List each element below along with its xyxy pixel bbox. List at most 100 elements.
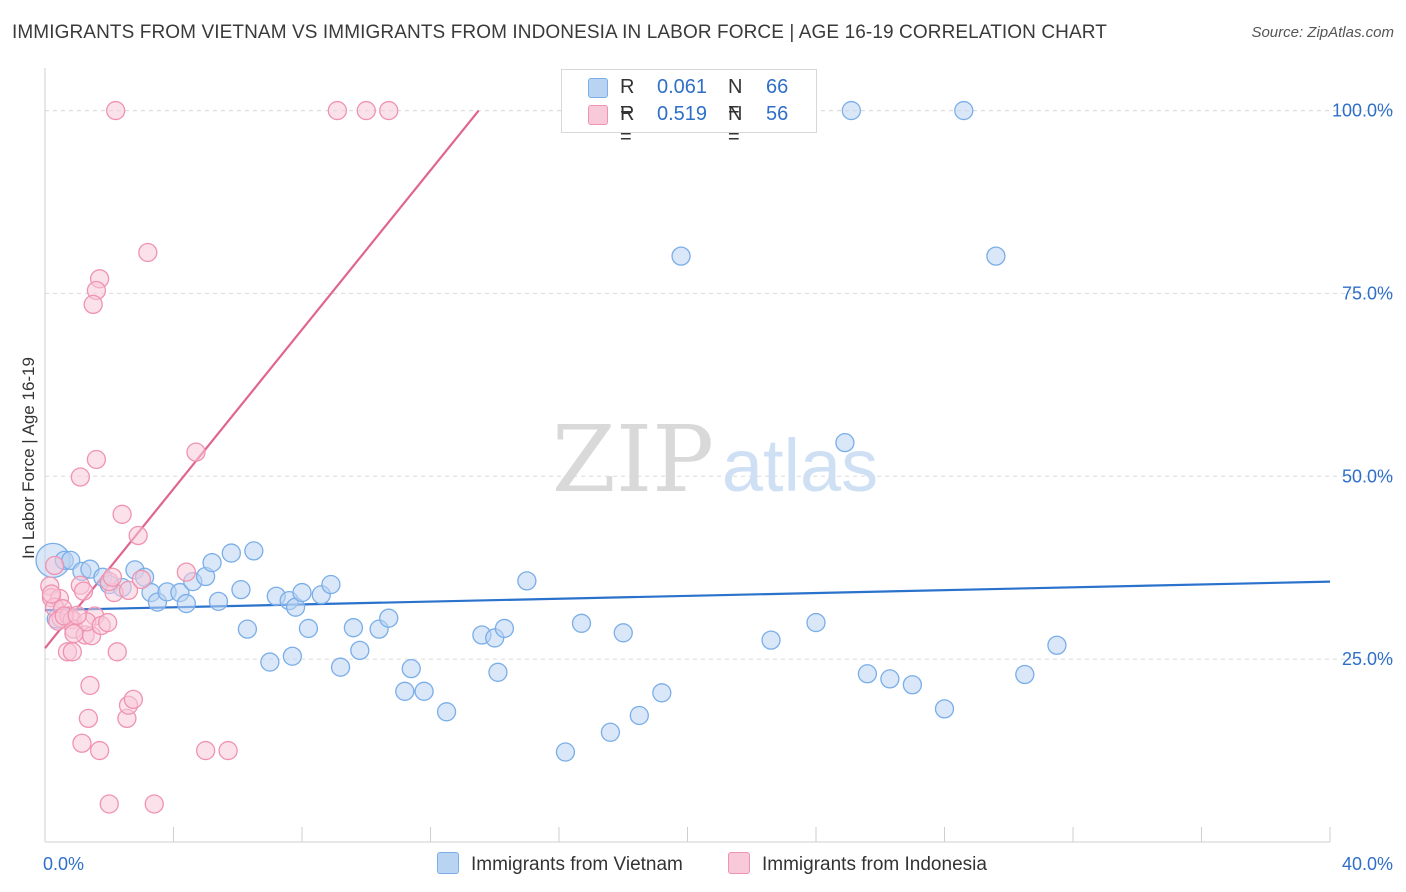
point-vietnam <box>202 552 222 573</box>
point-vietnam <box>954 100 974 121</box>
point-indonesia <box>72 733 92 753</box>
stats-legend: R = 0.061 N = 66 R = 0.519 N = 56 <box>561 69 817 148</box>
watermark-zip: ZIP <box>552 406 714 513</box>
legend-r-value: 0.519 <box>657 103 708 125</box>
point-indonesia <box>44 555 65 576</box>
point-vietnam <box>517 571 537 591</box>
series-label-vietnam: Immigrants from Vietnam <box>471 854 683 875</box>
point-vietnam <box>671 246 691 266</box>
point-vietnam <box>176 593 197 614</box>
legend-swatch-vietnam <box>588 78 608 98</box>
point-indonesia <box>112 504 132 524</box>
point-indonesia <box>195 740 216 761</box>
point-vietnam <box>841 100 861 121</box>
series-swatch-vietnam <box>437 852 459 874</box>
series-swatch-indonesia <box>728 852 750 874</box>
point-indonesia <box>62 642 82 662</box>
point-indonesia <box>176 562 197 582</box>
point-vietnam <box>260 652 280 672</box>
point-vietnam <box>350 640 370 661</box>
point-indonesia <box>78 708 99 729</box>
point-vietnam <box>857 664 878 684</box>
trend-lines <box>44 109 1331 649</box>
point-vietnam <box>231 580 251 600</box>
legend-n-label: N = <box>728 76 743 121</box>
point-vietnam <box>237 619 258 639</box>
point-vietnam <box>1047 635 1067 655</box>
point-indonesia <box>73 581 94 601</box>
point-vietnam <box>652 683 672 703</box>
point-vietnam <box>343 618 364 638</box>
point-indonesia <box>97 612 118 633</box>
point-vietnam <box>934 699 955 719</box>
point-indonesia <box>123 689 143 710</box>
point-indonesia <box>379 100 399 121</box>
y-axis-label: In Labor Force | Age 16-19 <box>19 357 38 559</box>
point-vietnam <box>321 574 341 595</box>
legend-r-label: R = <box>620 103 635 148</box>
point-vietnam <box>401 659 421 679</box>
point-indonesia <box>67 605 87 625</box>
point-indonesia <box>64 623 84 644</box>
point-vietnam <box>395 681 415 701</box>
point-vietnam <box>761 630 781 650</box>
point-indonesia <box>144 794 164 814</box>
watermark-atlas: atlas <box>722 424 878 507</box>
point-vietnam <box>902 675 923 695</box>
data-points <box>35 100 1067 814</box>
y-tick-label: 50.0% <box>1342 466 1393 486</box>
grid-lines <box>45 110 1395 660</box>
point-indonesia <box>83 294 103 315</box>
point-vietnam <box>282 646 303 666</box>
y-tick-label: 25.0% <box>1342 649 1393 669</box>
point-vietnam <box>436 702 457 722</box>
point-vietnam <box>244 541 264 561</box>
point-vietnam <box>555 742 576 762</box>
legend-r-label: R = <box>620 76 635 121</box>
point-vietnam <box>613 623 633 643</box>
point-vietnam <box>880 669 900 689</box>
chart-title: IMMIGRANTS FROM VIETNAM VS IMMIGRANTS FR… <box>12 22 1107 43</box>
y-tick-label: 75.0% <box>1342 283 1393 303</box>
point-indonesia <box>107 642 127 662</box>
point-indonesia <box>128 525 148 546</box>
point-vietnam <box>298 618 319 639</box>
point-indonesia <box>356 100 376 121</box>
point-indonesia <box>106 100 126 121</box>
source-label: Source: ZipAtlas.com <box>1251 24 1394 41</box>
legend-swatch-indonesia <box>588 105 608 125</box>
trend-line-indonesia <box>44 109 480 649</box>
point-vietnam <box>494 618 515 639</box>
point-indonesia <box>131 569 152 590</box>
point-vietnam <box>414 681 434 701</box>
point-indonesia <box>89 740 110 761</box>
point-vietnam <box>629 705 649 726</box>
point-indonesia <box>102 567 123 587</box>
point-vietnam <box>208 591 229 612</box>
legend-n-label: N = <box>728 103 743 148</box>
point-indonesia <box>80 675 100 696</box>
point-indonesia <box>138 242 158 263</box>
point-vietnam <box>571 613 592 633</box>
point-indonesia <box>327 100 347 121</box>
point-vietnam <box>221 543 241 563</box>
watermark: ZIP atlas <box>552 406 878 513</box>
point-indonesia <box>218 740 238 761</box>
point-vietnam <box>292 582 312 603</box>
point-vietnam <box>806 612 826 633</box>
point-vietnam <box>835 432 855 453</box>
legend-n-value: 66 <box>766 76 789 98</box>
axes <box>44 68 1331 843</box>
series-label-indonesia: Immigrants from Indonesia <box>762 854 987 875</box>
legend-n-value: 56 <box>766 103 789 125</box>
point-indonesia <box>41 584 62 604</box>
point-vietnam <box>330 657 351 677</box>
point-indonesia <box>186 442 206 462</box>
point-indonesia <box>86 449 107 470</box>
point-indonesia <box>70 467 90 487</box>
x-tick-label: 0.0% <box>43 854 84 874</box>
series-legend-vietnam: Immigrants from Vietnam <box>437 852 683 876</box>
point-vietnam <box>986 246 1006 266</box>
series-legend-indonesia: Immigrants from Indonesia <box>728 852 987 876</box>
